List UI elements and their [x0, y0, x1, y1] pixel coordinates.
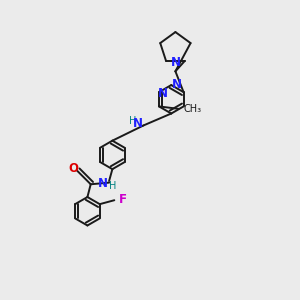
- Text: H: H: [129, 116, 136, 126]
- Text: F: F: [118, 193, 127, 206]
- Text: N: N: [98, 177, 108, 190]
- Text: CH₃: CH₃: [184, 104, 202, 114]
- Text: N: N: [158, 87, 168, 100]
- Text: H: H: [109, 181, 116, 191]
- Text: N: N: [133, 117, 143, 130]
- Text: O: O: [68, 162, 78, 175]
- Text: N: N: [170, 56, 180, 69]
- Text: N: N: [172, 78, 182, 91]
